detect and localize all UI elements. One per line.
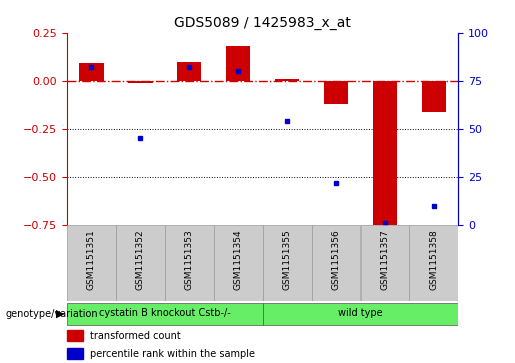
Bar (165, 225, 214, 301)
Bar (79, 64, 104, 81)
Bar (177, 62, 201, 81)
Bar (263, 302, 458, 325)
Bar (312, 225, 360, 301)
Bar (67, 302, 263, 325)
Bar (373, 81, 397, 231)
Bar (226, 46, 250, 81)
Text: percentile rank within the sample: percentile rank within the sample (91, 349, 255, 359)
Text: GSM1151352: GSM1151352 (136, 230, 145, 290)
Text: genotype/variation: genotype/variation (5, 309, 98, 319)
Text: cystatin B knockout Cstb-/-: cystatin B knockout Cstb-/- (99, 309, 231, 318)
Bar (324, 81, 348, 104)
Text: GSM1151357: GSM1151357 (381, 230, 389, 290)
Bar (128, 81, 152, 83)
Bar (275, 79, 299, 81)
Text: GSM1151353: GSM1151353 (185, 230, 194, 290)
Bar (360, 225, 409, 301)
Text: wild type: wild type (338, 309, 383, 318)
Bar (263, 225, 312, 301)
Bar (116, 225, 165, 301)
Bar (67, 330, 82, 341)
Bar (214, 225, 263, 301)
Bar (67, 348, 82, 359)
Bar (422, 81, 446, 111)
Text: ▶: ▶ (56, 309, 64, 319)
Text: GSM1151358: GSM1151358 (430, 230, 438, 290)
Bar (67, 225, 116, 301)
Text: transformed count: transformed count (91, 331, 181, 341)
Text: GSM1151355: GSM1151355 (283, 230, 291, 290)
Text: GSM1151354: GSM1151354 (234, 230, 243, 290)
Title: GDS5089 / 1425983_x_at: GDS5089 / 1425983_x_at (174, 16, 351, 30)
Bar (409, 225, 458, 301)
Text: GSM1151351: GSM1151351 (87, 230, 96, 290)
Text: GSM1151356: GSM1151356 (332, 230, 340, 290)
